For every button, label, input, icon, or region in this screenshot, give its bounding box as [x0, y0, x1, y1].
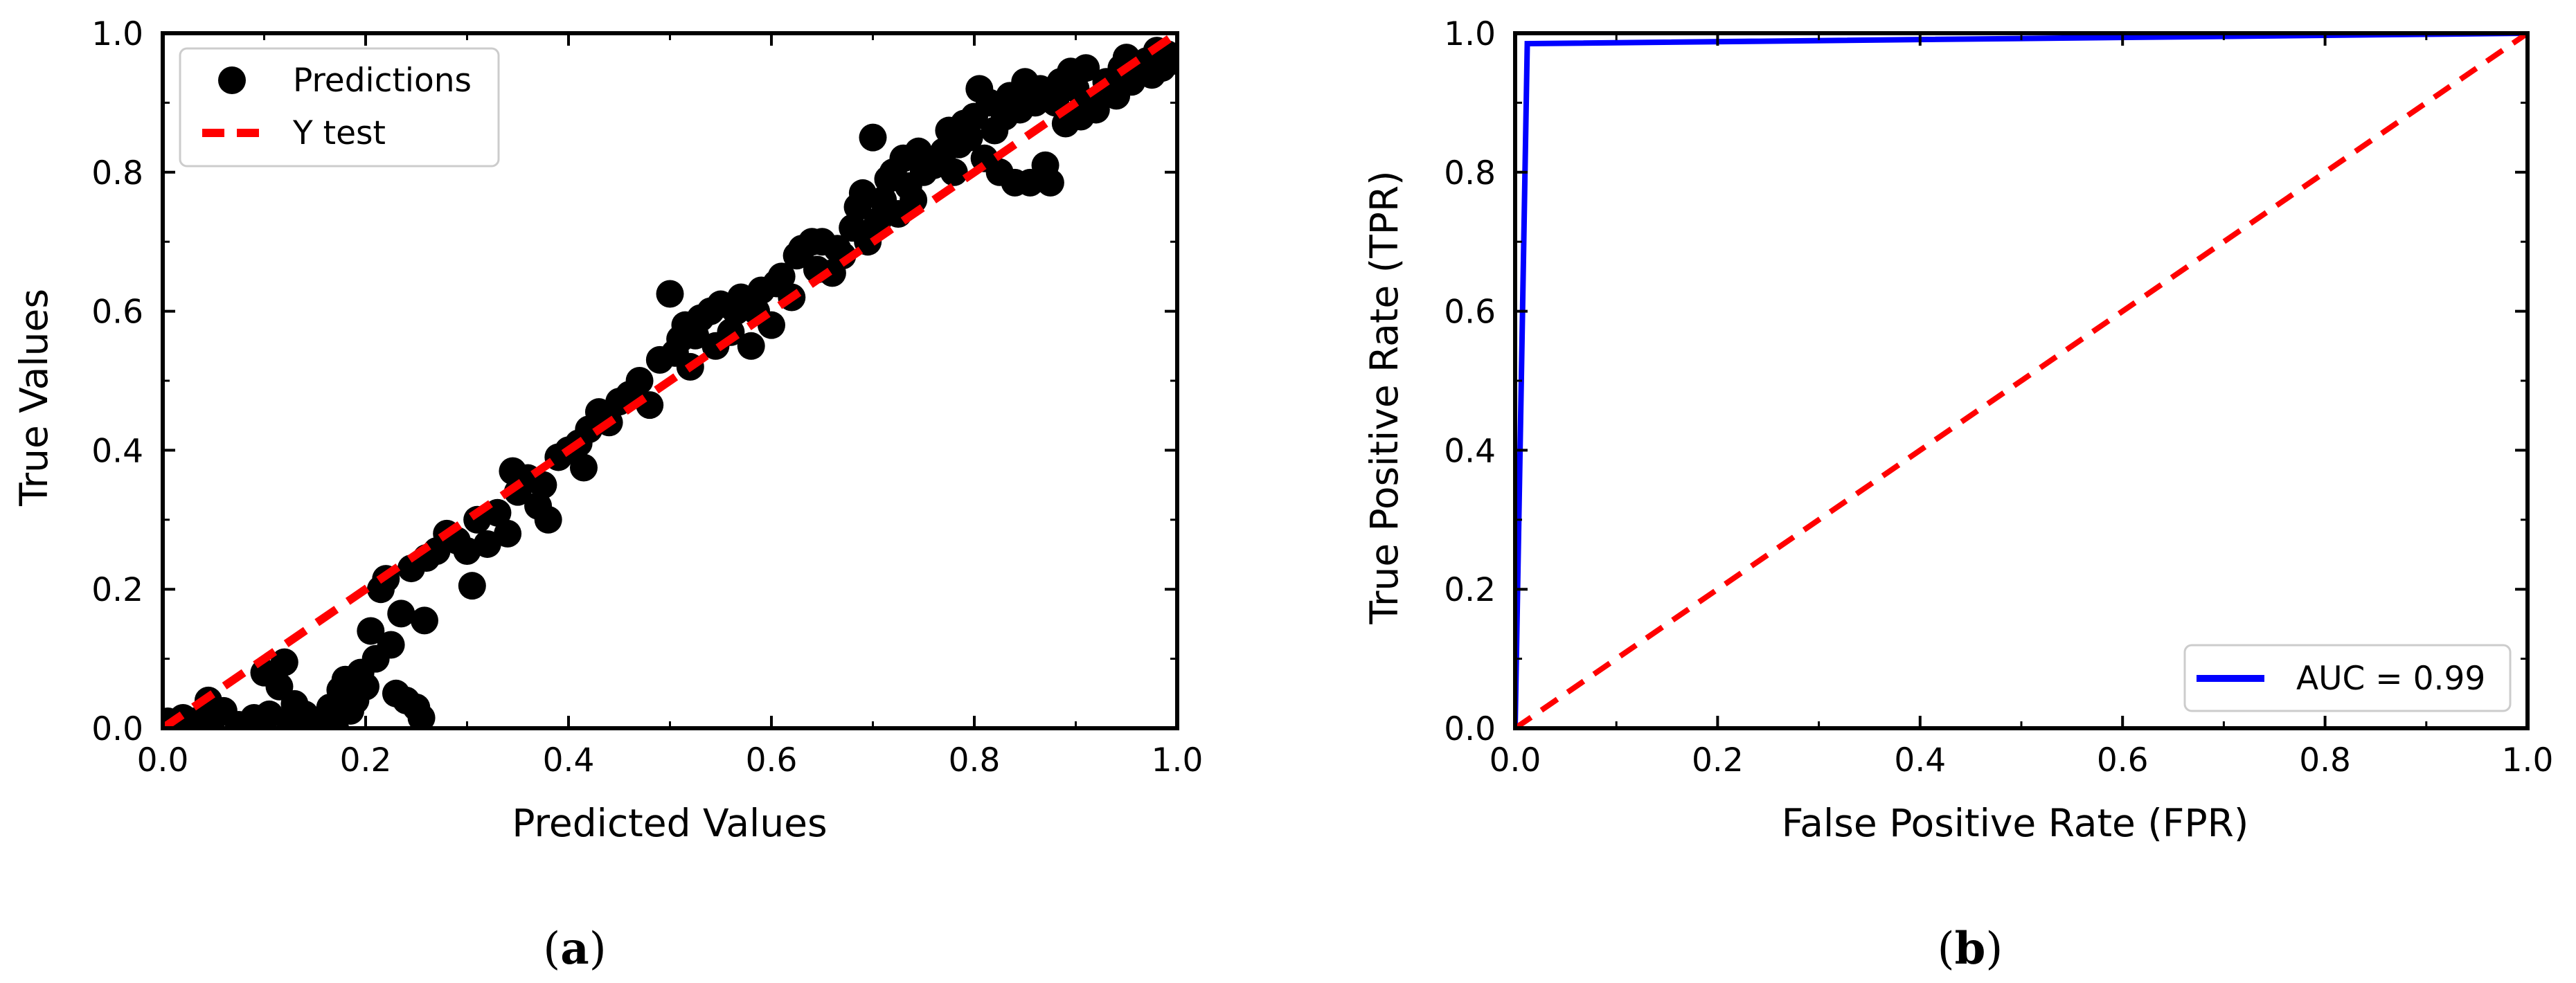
panel-b-x-tick-label-3: 0.6 — [2097, 741, 2149, 779]
panel-a-point-130 — [1036, 168, 1064, 197]
panel-a-y-tick-label-0: 0.0 — [91, 710, 143, 748]
legend-marker-predictions — [218, 66, 246, 94]
panel-a-x-tick-label-1: 0.2 — [340, 741, 392, 779]
panel-a-point-29 — [377, 631, 405, 659]
panel-a-y-tick-label-2: 0.4 — [91, 432, 143, 470]
panel-a-point-35 — [407, 703, 436, 728]
panel-a-point-137 — [1072, 54, 1100, 82]
panel-a-point-62 — [625, 367, 654, 395]
panel-b-x-tick-label-4: 0.8 — [2299, 741, 2351, 779]
panel-a-point-83 — [767, 262, 796, 291]
panel-a-point-24 — [352, 672, 379, 701]
panel-a-y-tick-label-1: 0.2 — [91, 571, 143, 609]
panel-a-point-114 — [955, 123, 983, 152]
panel-b-x-axis-label: False Positive Rate (FPR) — [1782, 801, 2249, 845]
panel-a-point-31 — [387, 599, 415, 628]
panel-b-y-tick-label-4: 0.8 — [1444, 154, 1496, 192]
panel-b-clipped-marks — [1515, 33, 2528, 728]
panel-a-point-96 — [854, 228, 882, 256]
panel-b-x-tick-label-5: 1.0 — [2502, 741, 2554, 779]
panel-b-plot-area — [1515, 33, 2528, 728]
panel-a-point-65 — [656, 280, 684, 308]
panel-b-x-tick-label-0: 0.0 — [1490, 741, 1541, 779]
panel-a-y-tick-label-3: 0.6 — [91, 294, 143, 332]
panel-b-y-tick-label-0: 0.0 — [1444, 710, 1496, 748]
panel-a-point-51 — [529, 471, 557, 499]
panel-b-x-tick-label-2: 0.4 — [1894, 741, 1946, 779]
panel-a-point-11 — [270, 648, 298, 676]
panel-a-x-tick-label-3: 0.6 — [746, 741, 798, 779]
legend-label-y-test: Y test — [292, 114, 386, 152]
panel-a-point-139 — [1082, 96, 1110, 124]
panel-a-point-97 — [859, 123, 887, 152]
panel-a-x-axis-label: Predicted Values — [512, 801, 827, 845]
caption-letter-a: a — [560, 923, 589, 975]
panel-a-point-2 — [179, 707, 207, 728]
panel-a-y-tick-label-4: 0.8 — [91, 154, 143, 192]
caption-open-paren-b: ( — [1938, 923, 1955, 975]
panel-a-chart: 0.00.0 0.2 0.2 0.4 0.4 0.6 0.6 0.8 0.8 1.0 1.0 Pre… — [12, 15, 1203, 975]
panel-a-y-axis-label: True Values — [12, 289, 56, 507]
panel-a-point-42 — [458, 572, 486, 600]
panel-b-series-line-0 — [1515, 33, 2528, 728]
panel-b-x-tick-label-1: 0.2 — [1692, 741, 1744, 779]
panel-a-ticks: 0.00.0 0.2 0.2 0.4 0.4 0.6 0.6 0.8 0.8 1.0 1.0 — [91, 15, 1203, 779]
panel-a-y-tick-label-5: 1.0 — [91, 15, 143, 53]
panel-a-point-52 — [534, 505, 562, 534]
panel-b-y-tick-label-5: 1.0 — [1444, 15, 1496, 53]
panel-b-legend-box — [2183, 644, 2512, 712]
panel-a-caption: (a) — [543, 923, 606, 975]
panel-a-plot-area — [163, 33, 1177, 728]
panel-b-y-tick-label-3: 0.6 — [1444, 294, 1496, 332]
panel-b-y-axis-label: True Positive Rate (TPR) — [1362, 170, 1406, 624]
panel-a-point-56 — [569, 453, 598, 482]
panel-b-legend: AUC = 0.99 — [2183, 644, 2512, 712]
panel-a-point-46 — [494, 519, 522, 548]
caption-open-paren-a: ( — [543, 923, 560, 975]
panel-a-legend-box — [179, 47, 500, 168]
panel-a-point-111 — [940, 158, 968, 186]
panel-b-series-line-1 — [1515, 33, 2528, 728]
panel-a-series-line-1 — [163, 33, 1177, 728]
panel-a-point-36 — [410, 606, 438, 635]
panel-b-ticks: 0.00.0 0.2 0.2 0.4 0.4 0.6 0.6 0.8 0.8 1.0 1.0 — [1444, 15, 2553, 779]
caption-close-paren-a: ) — [589, 923, 607, 975]
panel-a-x-tick-label-2: 0.4 — [543, 741, 595, 779]
panel-a-point-25 — [357, 617, 385, 645]
panel-b-y-tick-label-1: 0.2 — [1444, 571, 1496, 609]
panel-b-chart: 0.00.0 0.2 0.2 0.4 0.4 0.6 0.6 0.8 0.8 1.0 1.0 Fal… — [1362, 15, 2553, 975]
legend-label-predictions: Predictions — [293, 62, 472, 100]
panel-a-clipped-marks — [163, 33, 1177, 728]
panel-b-y-tick-label-2: 0.4 — [1444, 432, 1496, 470]
panel-a-x-tick-label-0: 0.0 — [137, 741, 189, 779]
panel-a-x-tick-label-4: 0.8 — [949, 741, 1001, 779]
panel-a-point-78 — [737, 332, 765, 360]
panel-a-legend: Predictions Y test — [179, 47, 500, 168]
caption-letter-b: b — [1955, 923, 1986, 975]
panel-a-point-151 — [1148, 54, 1177, 82]
caption-close-paren-b: ) — [1985, 923, 2003, 975]
panel-a-x-tick-label-5: 1.0 — [1152, 741, 1204, 779]
panel-b-caption: (b) — [1938, 923, 2003, 975]
legend-label-auc: AUC = 0.99 — [2296, 660, 2485, 698]
